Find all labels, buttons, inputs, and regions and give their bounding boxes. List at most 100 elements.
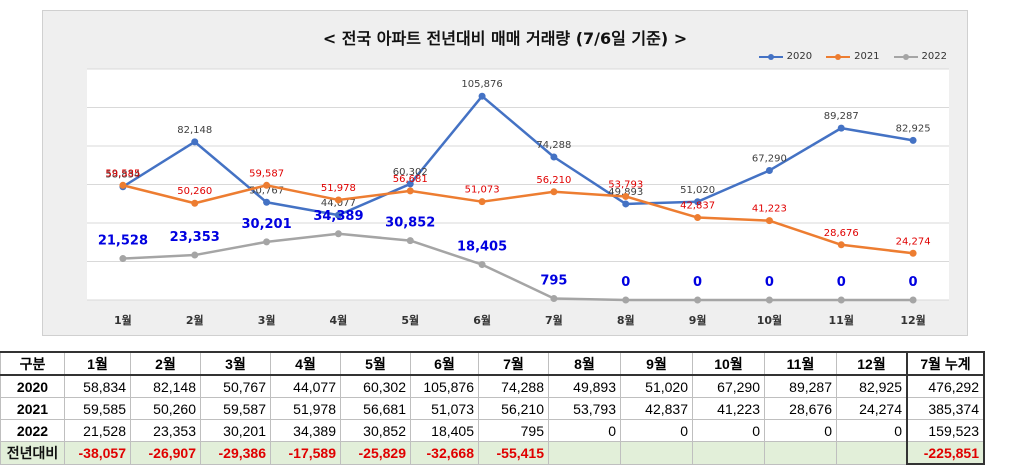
table-cell: -29,386 [200,441,271,465]
table-cell: -55,415 [478,441,549,465]
x-tick-label: 6월 [473,313,491,327]
table-cell: 56,210 [478,397,549,420]
column-header: 1월 [64,351,131,376]
data-label-2021: 24,274 [896,236,931,247]
table-cell: 60,302 [340,374,411,398]
x-tick-label: 8월 [617,313,635,327]
data-point-2022 [334,230,342,238]
table-cell: 59,587 [200,397,271,420]
x-tick-label: 7월 [545,313,563,327]
table-cell: 51,020 [620,374,693,398]
column-header: 8월 [548,351,621,376]
table-cell: 42,837 [620,397,693,420]
data-point-2020 [909,136,917,144]
data-label-2021: 59,585 [105,168,140,179]
table-cell: 89,287 [764,374,837,398]
data-label-2020: 74,288 [536,140,571,151]
table-cell: 0 [692,419,765,442]
data-point-2021 [478,198,486,206]
legend-label: 2022 [921,51,947,62]
data-point-2022 [119,255,127,263]
data-label-2022: 23,353 [170,230,220,245]
table-cell: -32,668 [410,441,479,465]
data-label-2022: 18,405 [457,240,507,255]
data-label-2020: 50,767 [249,185,284,196]
row-header: 전년대비 [0,441,65,465]
chart-title: < 전국 아파트 전년대비 매매 거래량 (7/6일 기준) > [322,29,688,48]
data-point-2021 [837,241,845,249]
data-label-2021: 42,837 [680,201,715,212]
row-header: 2022 [0,419,65,442]
data-point-2020 [263,198,271,206]
column-header: 11월 [764,351,837,376]
data-point-2021 [263,181,271,189]
legend-swatch [826,53,851,60]
x-tick-label: 12월 [900,313,925,327]
table-cell: 795 [478,419,549,442]
column-header: 4월 [270,351,341,376]
table-cell: -26,907 [130,441,201,465]
data-label-2022: 0 [837,275,846,290]
table-header-label: 구분 [0,351,65,376]
data-label-2022: 795 [540,273,567,288]
data-point-2021 [119,181,127,189]
legend-swatch [893,53,918,60]
legend-swatch [758,53,783,60]
data-label-2021: 50,260 [177,186,212,197]
data-point-2020 [550,153,558,161]
data-point-2021 [334,196,342,204]
legend-item-2021: 2021 [826,51,880,62]
data-label-2021: 56,681 [393,174,428,185]
data-point-2021 [694,214,702,222]
table-header-row: 구분 1월 2월 3월 4월 5월 6월 7월 8월 9월 10월 11월 12월 7월 누계 [0,351,985,376]
data-point-2020 [478,92,486,100]
table-cell: 21,528 [64,419,131,442]
data-point-2021 [406,187,414,195]
data-label-2020: 44,077 [321,198,356,209]
data-table: 구분 1월 2월 3월 4월 5월 6월 7월 8월 9월 10월 11월 12월 7월 누계 2020 5… [0,351,985,465]
x-tick-label: 3월 [258,313,276,327]
data-label-2022: 30,852 [385,216,435,231]
column-header: 7월 [478,351,549,376]
data-label-2022: 34,389 [313,209,363,224]
data-label-2022: 0 [621,275,630,290]
table-cell: 476,292 [906,374,985,398]
data-point-2020 [837,124,845,132]
table-cell: 159,523 [906,419,985,442]
table-cell: 67,290 [692,374,765,398]
table-cell: -38,057 [64,441,131,465]
column-header: 9월 [620,351,693,376]
data-label-2020: 82,925 [896,123,931,134]
data-label-2021: 56,210 [536,175,571,186]
line-chart: 1월 2월 3월 4월 5월 6월 7월 8월 9월 10월 11월 12월 58,834 82,148 5… [87,68,949,327]
data-point-2021 [191,199,199,207]
column-header: 6월 [410,351,479,376]
table-row: 2021 59,585 50,260 59,587 51,978 56,681 51,073… [0,397,985,420]
table-cell: 23,353 [130,419,201,442]
data-label-2022: 30,201 [241,217,291,232]
table-cell: -17,589 [270,441,341,465]
data-label-2021: 41,223 [752,204,787,215]
data-point-2022 [550,294,558,302]
table-cell [692,441,765,465]
x-tick-label: 11월 [829,313,854,327]
data-point-2020 [765,166,773,174]
data-point-2022 [622,296,630,304]
table-row: 2022 21,528 23,353 30,201 34,389 30,852 18,405… [0,419,985,442]
data-point-2020 [406,180,414,188]
data-label-2020: 60,302 [393,167,428,178]
data-label-2021: 59,587 [249,168,284,179]
data-label-2020: 49,893 [608,187,643,198]
data-label-2020: 89,287 [824,111,859,122]
table-cell: 28,676 [764,397,837,420]
x-tick-label: 9월 [689,313,707,327]
x-tick-label: 2월 [186,313,204,327]
table-cell: 30,852 [340,419,411,442]
data-label-2020: 105,876 [461,79,502,90]
data-point-2022 [765,296,773,304]
x-tick-label: 1월 [114,313,132,327]
data-label-2021: 51,073 [465,185,500,196]
series-line-2022 [122,232,914,302]
data-point-2022 [694,296,702,304]
table-row: 2020 58,834 82,148 50,767 44,077 60,302 105,87… [0,374,985,398]
